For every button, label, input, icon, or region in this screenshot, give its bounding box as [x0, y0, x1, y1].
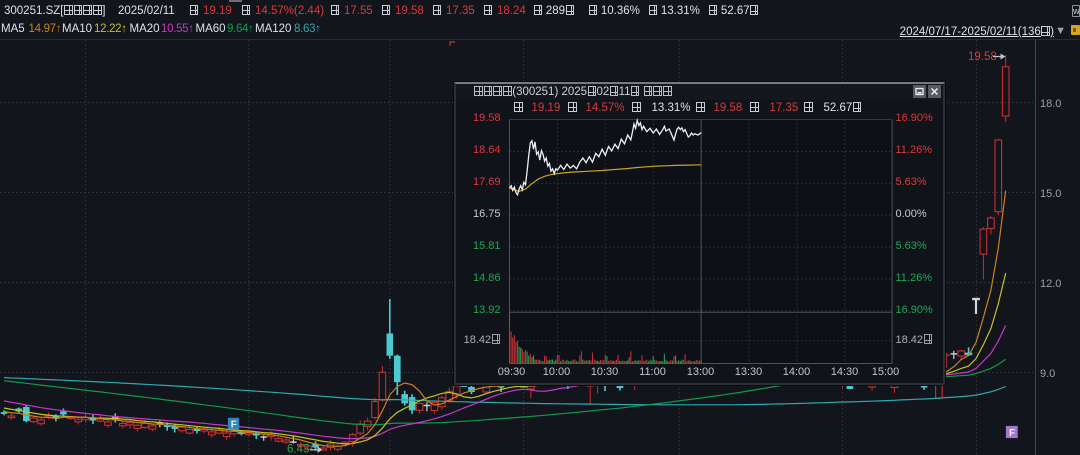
svg-text:F: F	[231, 419, 237, 430]
svg-text:15.0: 15.0	[1040, 188, 1061, 200]
svg-text:18.0: 18.0	[1040, 98, 1061, 110]
svg-text:9.0: 9.0	[1040, 368, 1055, 380]
svg-text:6.43: 6.43	[287, 444, 309, 455]
svg-text:F: F	[1009, 428, 1015, 439]
svg-text:19.58: 19.58	[968, 51, 997, 63]
svg-text:12.0: 12.0	[1040, 278, 1061, 290]
